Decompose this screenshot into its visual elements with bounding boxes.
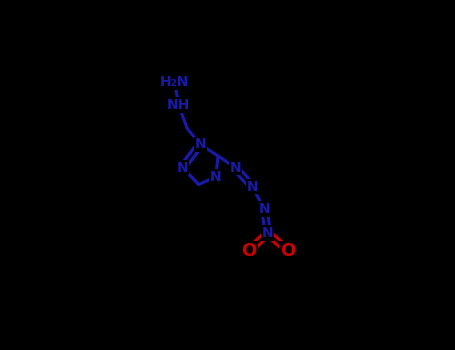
Text: N: N: [177, 161, 188, 175]
Text: N: N: [262, 226, 273, 240]
Text: O: O: [242, 241, 257, 260]
Text: H₂N: H₂N: [160, 75, 189, 89]
Text: N: N: [210, 170, 222, 184]
Text: N: N: [229, 161, 241, 175]
Text: N: N: [246, 180, 258, 194]
Text: N: N: [259, 202, 270, 216]
Text: O: O: [280, 241, 295, 260]
Text: N: N: [194, 138, 206, 152]
Text: NH: NH: [167, 98, 190, 112]
